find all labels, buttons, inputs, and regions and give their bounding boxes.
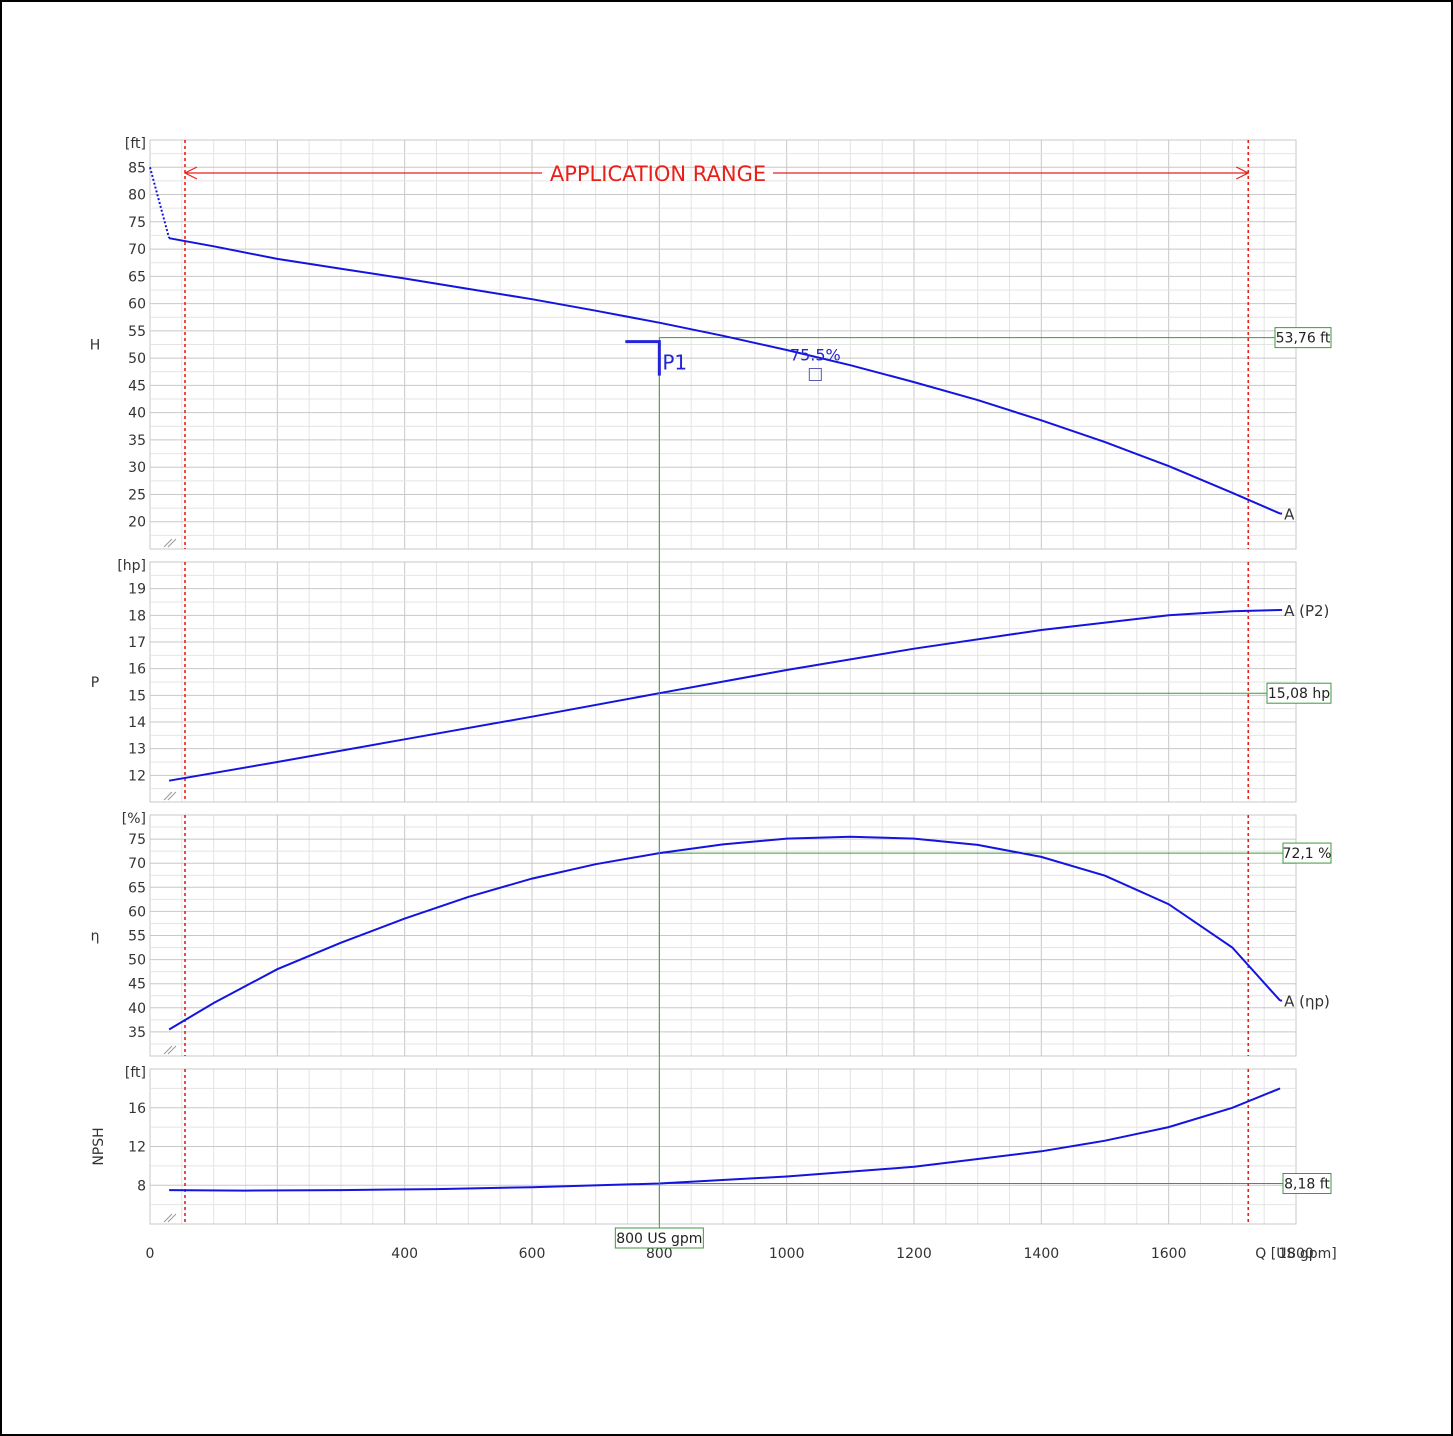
application-range-label: APPLICATION RANGE bbox=[550, 162, 766, 186]
axis-break-mark bbox=[163, 1213, 173, 1223]
curve-label: A (P2) bbox=[1284, 602, 1329, 620]
performance-curve bbox=[168, 237, 1281, 515]
value-callout: 8,18 ft bbox=[1284, 1177, 1330, 1193]
arrow-head-right bbox=[1235, 166, 1250, 180]
y-tick-label: 75 bbox=[128, 832, 146, 848]
y-tick-label: 80 bbox=[128, 188, 146, 204]
y-tick-label: 50 bbox=[128, 953, 146, 969]
y-tick-label: 8 bbox=[137, 1178, 146, 1194]
x-tick-label: 600 bbox=[519, 1246, 546, 1262]
y-tick-label: 12 bbox=[128, 1140, 146, 1156]
x-callout: 800 US gpm bbox=[616, 1231, 702, 1247]
x-tick-label: 0 bbox=[146, 1246, 155, 1262]
axis-break-mark bbox=[167, 1213, 177, 1223]
operating-point-marker bbox=[625, 340, 661, 376]
y-tick-label: 40 bbox=[128, 1001, 146, 1017]
y-tick-label: 75 bbox=[128, 215, 146, 231]
bep-marker bbox=[808, 367, 822, 381]
x-tick-label: 1600 bbox=[1151, 1246, 1187, 1262]
curve-label: A bbox=[1284, 506, 1295, 524]
x-callout-box bbox=[614, 1227, 704, 1249]
y-unit-label: [ft] bbox=[125, 1065, 146, 1081]
y-tick-label: 55 bbox=[128, 929, 146, 945]
value-callout: 53,76 ft bbox=[1276, 331, 1331, 347]
value-callout: 15,08 hp bbox=[1268, 686, 1330, 702]
y-tick-label: 45 bbox=[128, 977, 146, 993]
curve-extension-dotted bbox=[149, 167, 171, 239]
x-tick-label: 400 bbox=[391, 1246, 418, 1262]
x-tick-label: 1000 bbox=[769, 1246, 805, 1262]
y-unit-label: [ft] bbox=[125, 136, 146, 152]
y-tick-label: 65 bbox=[128, 269, 146, 285]
x-tick-label: 1400 bbox=[1024, 1246, 1060, 1262]
axis-break-mark bbox=[163, 791, 173, 801]
y-tick-label: 70 bbox=[128, 856, 146, 872]
y-tick-label: 40 bbox=[128, 406, 146, 422]
curve-label: A (ηp) bbox=[1284, 993, 1330, 1011]
y-tick-label: 60 bbox=[128, 904, 146, 920]
y-tick-label: 35 bbox=[128, 433, 146, 449]
performance-curve bbox=[168, 835, 1281, 1031]
axis-break-mark bbox=[167, 791, 177, 801]
performance-curve bbox=[169, 1087, 1281, 1192]
y-tick-label: 70 bbox=[128, 242, 146, 258]
y-tick-label: 35 bbox=[128, 1025, 146, 1041]
x-tick-label: 1200 bbox=[896, 1246, 932, 1262]
y-tick-label: 30 bbox=[128, 460, 146, 476]
axis-break-mark bbox=[167, 538, 177, 548]
y-tick-label: 85 bbox=[128, 160, 146, 176]
value-callout-box bbox=[1282, 842, 1332, 864]
axis-break-mark bbox=[167, 1045, 177, 1055]
y-tick-label: 20 bbox=[128, 515, 146, 531]
axis-break-mark bbox=[163, 1045, 173, 1055]
value-callout-box bbox=[1282, 1173, 1332, 1195]
y-tick-label: 12 bbox=[128, 768, 146, 784]
value-callout-box bbox=[1274, 327, 1332, 349]
y-axis-name: NPSH bbox=[91, 1127, 107, 1165]
y-tick-label: 50 bbox=[128, 351, 146, 367]
y-tick-label: 65 bbox=[128, 880, 146, 896]
y-tick-label: 60 bbox=[128, 297, 146, 313]
x-tick-label: 1800 bbox=[1278, 1246, 1314, 1262]
x-axis-label: Q [US gpm] bbox=[1255, 1246, 1336, 1262]
y-tick-label: 16 bbox=[128, 662, 146, 678]
performance-curve bbox=[168, 609, 1281, 782]
y-tick-label: 15 bbox=[128, 688, 146, 704]
y-tick-label: 16 bbox=[128, 1101, 146, 1117]
y-unit-label: [hp] bbox=[117, 558, 146, 574]
operating-point-label: P1 bbox=[662, 351, 687, 375]
arrow-head-left bbox=[183, 166, 198, 180]
y-tick-label: 17 bbox=[128, 635, 146, 651]
y-tick-label: 45 bbox=[128, 378, 146, 394]
y-axis-name: η bbox=[91, 929, 100, 945]
bep-label: 75.5% bbox=[790, 345, 841, 364]
y-unit-label: [%] bbox=[122, 811, 146, 827]
y-tick-label: 18 bbox=[128, 608, 146, 624]
y-tick-label: 25 bbox=[128, 487, 146, 503]
value-callout-box bbox=[1266, 682, 1332, 704]
y-tick-label: 13 bbox=[128, 742, 146, 758]
x-tick-label: 800 bbox=[646, 1246, 673, 1262]
y-axis-name: H bbox=[90, 338, 101, 354]
y-tick-label: 55 bbox=[128, 324, 146, 340]
y-tick-label: 14 bbox=[128, 715, 146, 731]
axis-break-mark bbox=[163, 538, 173, 548]
y-tick-label: 19 bbox=[128, 582, 146, 598]
y-axis-name: P bbox=[91, 675, 99, 691]
value-callout: 72,1 % bbox=[1283, 846, 1332, 862]
